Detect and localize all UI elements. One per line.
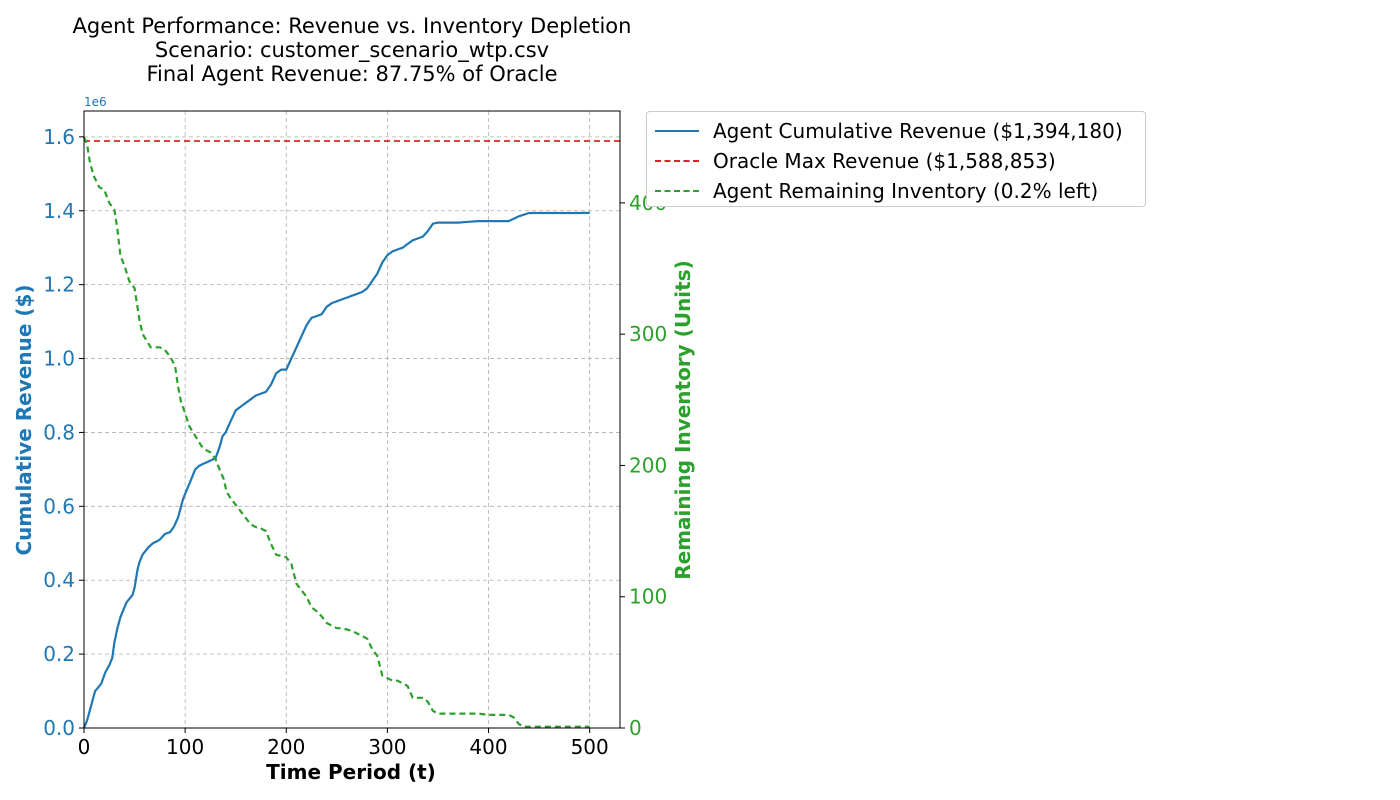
y-right-tick-label: 100: [629, 585, 667, 609]
y-left-offset-label: 1e6: [84, 95, 107, 109]
y-left-tick-label: 0.0: [43, 716, 75, 740]
chart-title-line-1: Agent Performance: Revenue vs. Inventory…: [72, 14, 632, 38]
y-left-tick-label: 0.2: [43, 642, 75, 666]
legend-label-oracle: Oracle Max Revenue ($1,588,853): [713, 149, 1056, 173]
legend-swatch-inventory: [655, 190, 699, 192]
plot-frame: [83, 110, 621, 729]
x-tick-label: 300: [368, 735, 406, 759]
series-layer: [82, 136, 620, 729]
grid-lines: [83, 111, 620, 729]
chart-title-line-3: Final Agent Revenue: 87.75% of Oracle: [146, 62, 558, 86]
y-right-tick-label: 0: [629, 716, 642, 740]
y-left-tick-label: 1.4: [43, 199, 75, 223]
y-left-tick-label: 1.2: [43, 273, 75, 297]
legend-item-oracle: Oracle Max Revenue ($1,588,853): [655, 146, 1137, 176]
y-left-tick-label: 1.6: [43, 125, 75, 149]
y-right-axis-label: Remaining Inventory (Units): [671, 260, 695, 580]
x-tick-label: 400: [469, 735, 507, 759]
legend-swatch-oracle: [655, 160, 699, 162]
series-inventory-line: [83, 136, 590, 728]
chart-title-line-2: Scenario: customer_scenario_wtp.csv: [154, 38, 550, 62]
legend-label-inventory: Agent Remaining Inventory (0.2% left): [713, 179, 1099, 203]
y-left-tick-label: 0.4: [43, 568, 75, 592]
x-axis-label: Time Period (t): [266, 760, 436, 784]
legend-item-revenue: Agent Cumulative Revenue ($1,394,180): [655, 116, 1137, 146]
x-tick-label: 0: [78, 735, 91, 759]
x-tick-label: 100: [166, 735, 204, 759]
legend: Agent Cumulative Revenue ($1,394,180) Or…: [646, 111, 1146, 207]
y-left-axis-label: Cumulative Revenue ($): [12, 284, 36, 555]
y-left-tick-label: 1.0: [43, 347, 75, 371]
legend-item-inventory: Agent Remaining Inventory (0.2% left): [655, 176, 1137, 206]
y-left-tick-label: 0.8: [43, 420, 75, 444]
y-right-tick-label: 300: [629, 322, 667, 346]
y-right-tick-label: 200: [629, 453, 667, 477]
chart-title: Agent Performance: Revenue vs. Inventory…: [0, 14, 704, 86]
legend-swatch-revenue: [655, 130, 699, 132]
series-revenue-line: [82, 211, 590, 729]
legend-label-revenue: Agent Cumulative Revenue ($1,394,180): [713, 119, 1123, 143]
axis-layer: 0 100 200 300 400 500 0.0 0.2 0.4 0.6 0.8 1.0 1.2 1.4…: [43, 125, 667, 759]
x-tick-label: 200: [267, 735, 305, 759]
y-left-tick-label: 0.6: [43, 494, 75, 518]
x-tick-label: 500: [571, 735, 609, 759]
